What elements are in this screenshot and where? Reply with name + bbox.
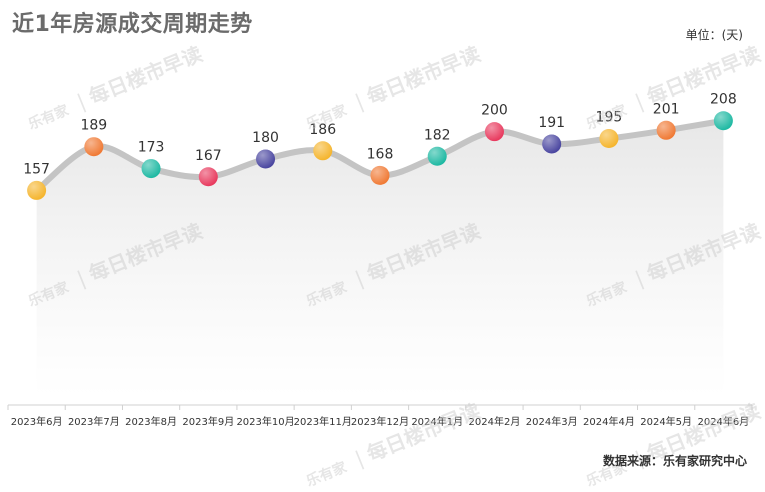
x-tick-label: 2024年2月 bbox=[469, 415, 521, 428]
x-tick-label: 2024年6月 bbox=[697, 415, 749, 428]
data-label: 200 bbox=[481, 103, 508, 119]
data-point-highlight bbox=[427, 146, 447, 166]
x-tick-label: 2024年3月 bbox=[526, 415, 578, 428]
data-label: 186 bbox=[309, 122, 336, 138]
data-point-highlight bbox=[542, 134, 562, 154]
data-label: 167 bbox=[195, 148, 222, 164]
x-tick-label: 2024年1月 bbox=[411, 415, 463, 428]
data-point-highlight bbox=[484, 122, 504, 142]
data-label: 168 bbox=[367, 146, 394, 162]
data-label: 180 bbox=[252, 130, 279, 146]
data-point-highlight bbox=[256, 149, 276, 169]
x-tick-label: 2023年10月 bbox=[236, 415, 294, 428]
x-tick-label: 2024年4月 bbox=[583, 415, 635, 428]
x-tick-label: 2023年9月 bbox=[182, 415, 234, 428]
data-point-highlight bbox=[313, 141, 333, 161]
data-label: 201 bbox=[653, 101, 680, 117]
data-point-highlight bbox=[599, 129, 619, 148]
data-point-highlight bbox=[370, 165, 390, 185]
unit-label: 单位：(天) bbox=[685, 28, 743, 42]
data-point-highlight bbox=[27, 180, 47, 200]
x-tick-label: 2023年11月 bbox=[294, 415, 352, 428]
data-label: 208 bbox=[710, 92, 737, 108]
data-label: 195 bbox=[596, 110, 623, 126]
x-tick-label: 2024年5月 bbox=[640, 415, 692, 428]
data-label: 173 bbox=[138, 140, 165, 156]
data-points bbox=[27, 111, 733, 200]
data-point-highlight bbox=[141, 159, 161, 179]
area-fill bbox=[36, 120, 724, 397]
data-label: 191 bbox=[538, 115, 565, 131]
data-point-highlight bbox=[84, 137, 104, 157]
data-point-highlight bbox=[713, 111, 733, 131]
chart-title: 近1年房源成交周期走势 bbox=[12, 12, 253, 37]
x-tick-label: 2023年8月 bbox=[125, 415, 177, 428]
data-label: 182 bbox=[424, 127, 451, 143]
data-label: 157 bbox=[23, 161, 50, 177]
x-axis-ticks: 2023年6月 2023年7月 2023年8月 2023年9月 2023年10月 2023… bbox=[7, 405, 753, 428]
x-tick-label: 2023年7月 bbox=[68, 415, 120, 428]
data-source: 数据来源：乐有家研究中心 bbox=[602, 454, 747, 468]
data-labels: 157 189 173 167 180 186 168 182 200 191 195 201 208 bbox=[23, 92, 737, 178]
data-point-highlight bbox=[656, 120, 676, 140]
data-point-highlight bbox=[198, 167, 218, 187]
data-label: 189 bbox=[80, 118, 107, 134]
x-tick-label: 2023年12月 bbox=[351, 415, 409, 428]
x-tick-label: 2023年6月 bbox=[11, 415, 63, 428]
